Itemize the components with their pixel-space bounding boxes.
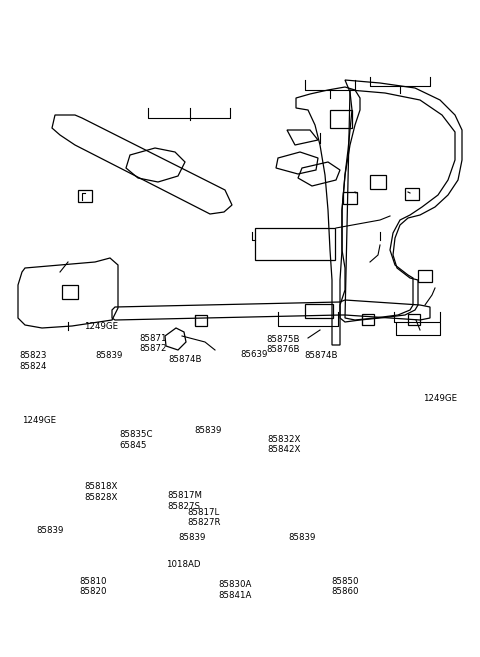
Text: 85839: 85839 <box>96 351 123 361</box>
Text: 85871
85872: 85871 85872 <box>139 334 167 353</box>
Text: 85639: 85639 <box>240 350 268 359</box>
Text: 85874B: 85874B <box>304 351 337 361</box>
Text: 1249GE: 1249GE <box>423 394 457 403</box>
Text: 85830A
85841A: 85830A 85841A <box>218 580 252 600</box>
Text: 85839: 85839 <box>194 426 222 435</box>
Text: 85817L
85827R: 85817L 85827R <box>187 508 221 528</box>
Text: 85810
85820: 85810 85820 <box>80 577 108 597</box>
Text: 85875B
85876B: 85875B 85876B <box>266 335 300 355</box>
Text: 85874B: 85874B <box>168 355 202 364</box>
Text: 85832X
85842X: 85832X 85842X <box>268 435 301 455</box>
Text: 1249GE: 1249GE <box>22 416 56 425</box>
Text: 1249GE: 1249GE <box>84 322 118 331</box>
Text: 85823
85824: 85823 85824 <box>19 351 47 371</box>
Text: 85839: 85839 <box>288 533 316 543</box>
Text: 85839: 85839 <box>36 526 64 535</box>
Text: 85850
85860: 85850 85860 <box>332 577 360 597</box>
Text: 85835C
65845: 85835C 65845 <box>119 430 153 450</box>
Text: 1018AD: 1018AD <box>166 560 200 570</box>
Text: 85818X
85828X: 85818X 85828X <box>84 482 118 502</box>
Text: 85817M
85827S: 85817M 85827S <box>167 491 202 511</box>
Text: 85839: 85839 <box>178 533 206 543</box>
